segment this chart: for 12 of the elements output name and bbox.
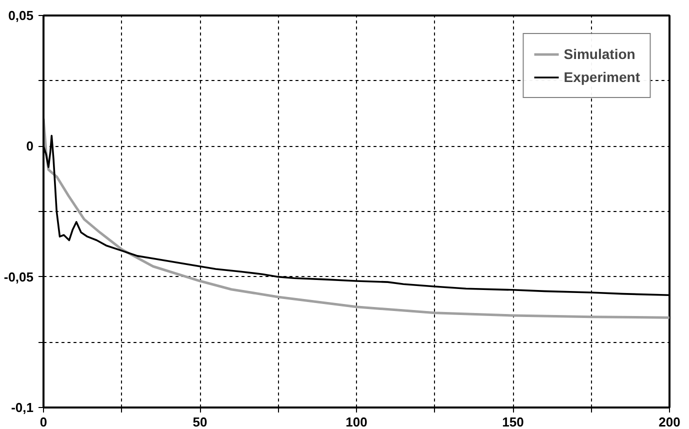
legend-label: Simulation	[564, 46, 636, 62]
x-tick-label: 200	[658, 414, 680, 429]
line-series	[44, 117, 670, 319]
x-tick-label: 150	[502, 414, 524, 429]
x-tick-label: 50	[192, 414, 208, 429]
y-tick-label: -0,1	[11, 400, 34, 415]
y-tick-label: 0,05	[8, 8, 34, 23]
y-tick-label: -0,05	[4, 269, 34, 284]
y-tick-label: 0	[26, 138, 34, 154]
x-tick-label: 0	[40, 414, 48, 429]
legend-label: Experiment	[564, 69, 640, 85]
x-tick-label: 100	[346, 414, 368, 429]
